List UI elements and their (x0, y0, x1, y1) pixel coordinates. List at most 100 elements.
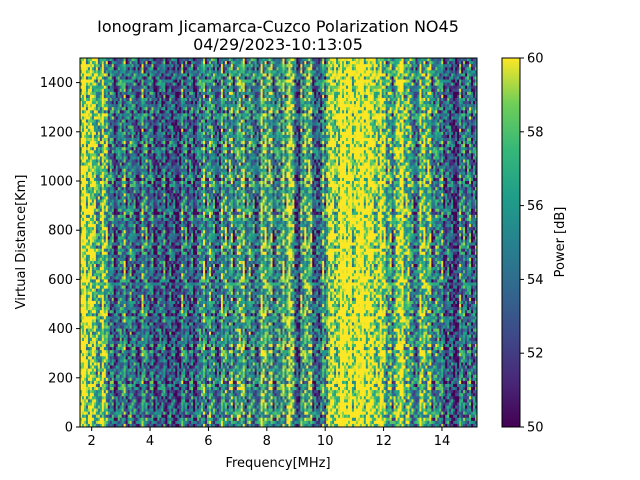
heatmap-cell (161, 166, 163, 169)
heatmap-cell (116, 356, 118, 359)
heatmap-cell (146, 104, 148, 107)
heatmap-cell (112, 418, 114, 421)
heatmap-cell (124, 190, 126, 193)
heatmap-cell (138, 172, 140, 175)
heatmap-cell (104, 209, 106, 212)
heatmap-cell (134, 110, 136, 113)
heatmap-cell (161, 67, 163, 70)
heatmap-cell (147, 126, 149, 129)
heatmap-cell (124, 196, 126, 199)
heatmap-cell (128, 206, 130, 209)
heatmap-cell (100, 70, 102, 73)
heatmap-cell (90, 89, 92, 92)
heatmap-cell (112, 393, 114, 396)
heatmap-cell (153, 135, 155, 138)
heatmap-cell (104, 375, 106, 378)
heatmap-cell (86, 67, 88, 70)
heatmap-cell (155, 362, 157, 365)
heatmap-cell (100, 421, 102, 424)
heatmap-cell (96, 58, 98, 61)
heatmap-cell (147, 147, 149, 150)
heatmap-cell (90, 347, 92, 350)
heatmap-cell (155, 292, 157, 295)
heatmap-cell (138, 319, 140, 322)
heatmap-cell (124, 215, 126, 218)
heatmap-cell (94, 356, 96, 359)
heatmap-cell (100, 101, 102, 104)
heatmap-cell (155, 70, 157, 73)
heatmap-cell (82, 193, 84, 196)
heatmap-cell (153, 402, 155, 405)
heatmap-cell (100, 156, 102, 159)
heatmap-cell (96, 378, 98, 381)
heatmap-cell (155, 67, 157, 70)
heatmap-cell (82, 359, 84, 362)
heatmap-cell (116, 344, 118, 347)
heatmap-cell (138, 310, 140, 313)
heatmap-cell (82, 282, 84, 285)
heatmap-cell (124, 276, 126, 279)
heatmap-cell (116, 89, 118, 92)
heatmap-cell (153, 384, 155, 387)
heatmap-cell (155, 196, 157, 199)
heatmap-cell (142, 58, 144, 61)
heatmap-cell (90, 393, 92, 396)
heatmap-cell (138, 362, 140, 365)
heatmap-cell (112, 190, 114, 193)
heatmap-cell (104, 301, 106, 304)
heatmap-cell (155, 120, 157, 123)
heatmap-cell (138, 359, 140, 362)
heatmap-cell (147, 292, 149, 295)
heatmap-cell (146, 120, 148, 123)
heatmap-cell (142, 246, 144, 249)
heatmap-cell (82, 246, 84, 249)
heatmap-cell (116, 209, 118, 212)
heatmap-cell (153, 169, 155, 172)
heatmap-cell (100, 286, 102, 289)
heatmap-cell (124, 326, 126, 329)
heatmap-cell (120, 381, 122, 384)
heatmap-cell (161, 190, 163, 193)
heatmap-cell (147, 163, 149, 166)
heatmap-cell (86, 193, 88, 196)
heatmap-cell (96, 341, 98, 344)
heatmap-cell (90, 362, 92, 365)
heatmap-cell (153, 86, 155, 89)
heatmap-cell (134, 384, 136, 387)
heatmap-cell (120, 76, 122, 79)
heatmap-cell (128, 141, 130, 144)
heatmap-cell (116, 233, 118, 236)
heatmap-cell (112, 64, 114, 67)
heatmap-cell (155, 286, 157, 289)
heatmap-cell (86, 347, 88, 350)
heatmap-cell (147, 187, 149, 190)
heatmap-cell (116, 252, 118, 255)
heatmap-cell (112, 387, 114, 390)
heatmap-cell (124, 347, 126, 350)
heatmap-cell (138, 273, 140, 276)
heatmap-cell (142, 120, 144, 123)
heatmap-cell (94, 166, 96, 169)
heatmap-cell (112, 169, 114, 172)
heatmap-cell (128, 153, 130, 156)
heatmap-cell (112, 289, 114, 292)
heatmap-cell (96, 181, 98, 184)
heatmap-cell (96, 310, 98, 313)
heatmap-cell (120, 307, 122, 310)
heatmap-cell (120, 347, 122, 350)
heatmap-cell (90, 129, 92, 132)
heatmap-cell (146, 236, 148, 239)
heatmap-cell (94, 86, 96, 89)
heatmap-cell (100, 236, 102, 239)
heatmap-cell (94, 384, 96, 387)
heatmap-cell (86, 218, 88, 221)
heatmap-cell (146, 405, 148, 408)
heatmap-cell (134, 215, 136, 218)
heatmap-cell (112, 129, 114, 132)
heatmap-cell (116, 206, 118, 209)
heatmap-cell (153, 322, 155, 325)
heatmap-cell (104, 261, 106, 264)
heatmap-cell (94, 67, 96, 70)
heatmap-cell (155, 141, 157, 144)
heatmap-cell (94, 252, 96, 255)
